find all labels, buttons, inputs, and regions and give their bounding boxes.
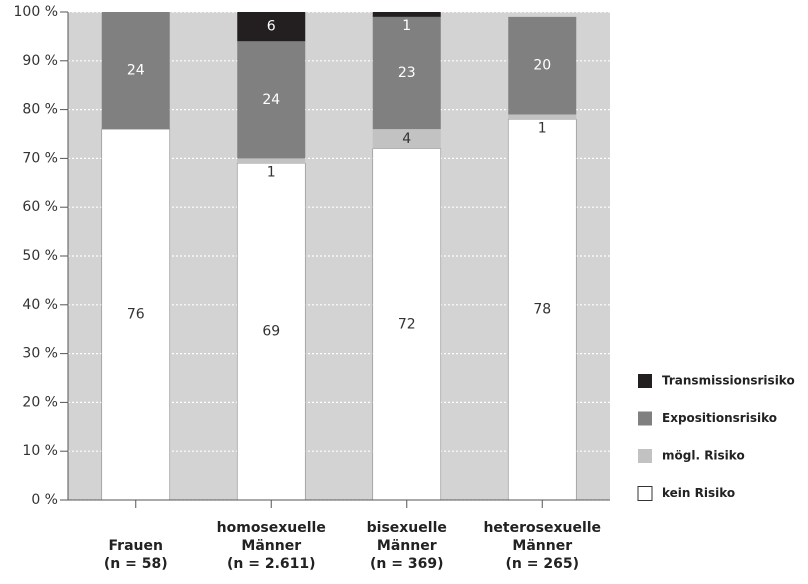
bar-segment (237, 158, 306, 164)
x-tick-label: homosexuelle (217, 520, 326, 536)
y-tick-label: 90 % (22, 53, 58, 69)
legend-swatch (638, 411, 652, 426)
legend-label: mögl. Risiko (662, 449, 745, 463)
value-label: 1 (402, 18, 411, 34)
x-tick-label: Männer (377, 538, 437, 554)
bar-segment (508, 16, 577, 115)
x-tick-label: (n = 2.611) (227, 556, 316, 572)
y-tick-label: 20 % (22, 394, 58, 410)
value-label: 6 (267, 19, 276, 35)
x-tick-label: (n = 265) (506, 556, 579, 572)
bar-segment (372, 12, 441, 17)
bar-segment (237, 12, 306, 42)
y-tick-label: 100 % (14, 4, 58, 20)
bar-segment (237, 41, 306, 159)
legend-swatch (638, 449, 652, 463)
y-tick-label: 70 % (22, 150, 58, 166)
value-label: 1 (538, 120, 547, 136)
legend-swatch (638, 374, 652, 388)
bar-segment (508, 114, 577, 120)
bar-segment (101, 12, 170, 130)
bar-segment (507, 119, 577, 501)
y-tick-label: 10 % (22, 443, 58, 459)
x-tick-label: heterosexuelle (483, 520, 601, 536)
y-tick-label: 0 % (31, 492, 58, 508)
value-label: 23 (398, 65, 416, 81)
bar-segment (372, 129, 441, 149)
legend-swatch (637, 486, 653, 501)
legend-label: kein Risiko (662, 486, 735, 500)
value-label: 4 (402, 131, 411, 147)
value-label: 69 (262, 324, 280, 340)
bar-segment (236, 162, 306, 501)
x-tick-label: bisexuelle (367, 520, 447, 536)
x-tick-label: Frauen (109, 538, 163, 554)
value-label: 78 (533, 302, 551, 318)
y-tick-label: 60 % (22, 199, 58, 215)
x-tick-label: Männer (512, 538, 572, 554)
x-tick-label: (n = 58) (104, 556, 168, 572)
bar-segment (372, 16, 441, 130)
y-tick-label: 50 % (22, 248, 58, 264)
y-tick-label: 80 % (22, 102, 58, 118)
x-tick-label: (n = 369) (370, 556, 443, 572)
value-label: 24 (262, 92, 280, 108)
y-tick-label: 30 % (22, 346, 58, 362)
bar-segment (101, 128, 171, 501)
y-tick-label: 40 % (22, 297, 58, 313)
value-label: 72 (398, 316, 416, 332)
value-label: 1 (267, 164, 276, 180)
legend-label: Transmissionsrisiko (662, 374, 795, 388)
value-label: 76 (127, 307, 145, 323)
value-label: 24 (127, 63, 145, 79)
value-label: 20 (533, 58, 551, 74)
legend-label: Expositionsrisiko (662, 411, 777, 425)
x-tick-label: Männer (241, 538, 301, 554)
